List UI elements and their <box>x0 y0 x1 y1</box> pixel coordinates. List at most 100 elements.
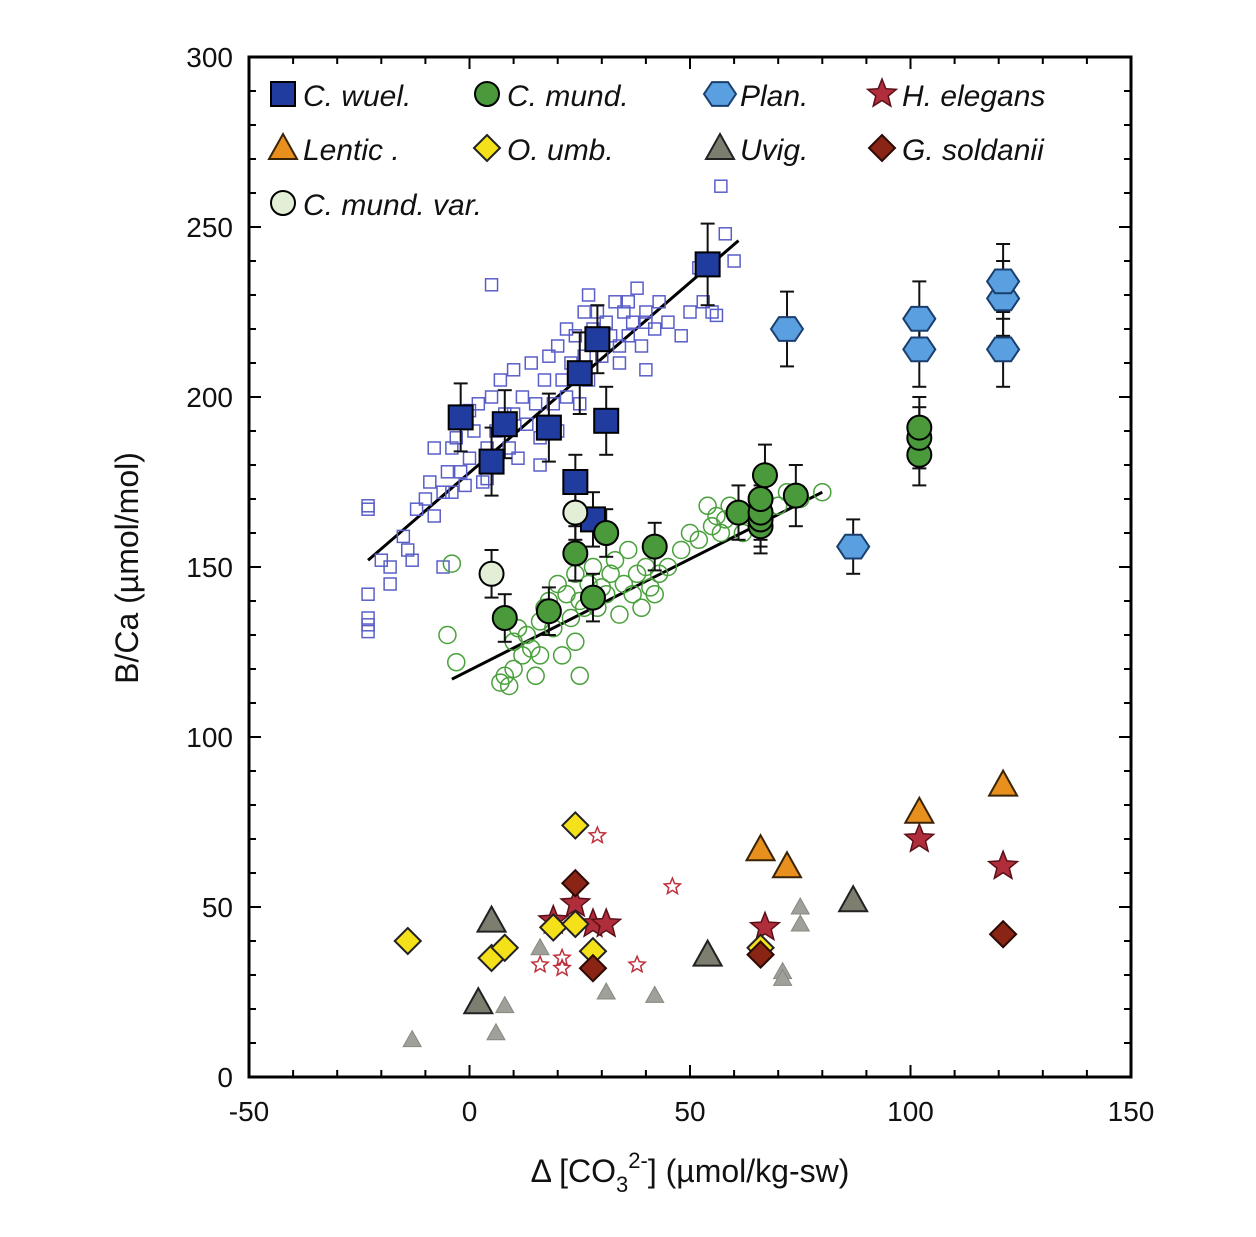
bg-point-open-star-4 <box>627 954 648 974</box>
bg-point-open-square-78 <box>647 322 662 336</box>
point-c-mund-10 <box>747 486 774 512</box>
bg-point-open-square-4 <box>361 618 375 632</box>
bg-point-open-circle-1 <box>442 554 462 573</box>
legend-marker-c-mund <box>474 81 500 107</box>
point-uvig-1 <box>837 884 869 913</box>
point-c-mund-2 <box>562 540 589 567</box>
legend-marker-plan <box>702 81 738 107</box>
point-c-wuel-5 <box>566 360 593 387</box>
bg-point-open-square-44 <box>528 397 543 411</box>
legend-label-c-wuel: C. wuel. <box>303 80 411 113</box>
point-h-elegans-6 <box>986 849 1020 880</box>
bg-point-open-square-76 <box>639 305 653 319</box>
bg-point-open-circle-21 <box>561 608 581 628</box>
bg-point-open-circle-47 <box>689 530 709 550</box>
point-c-wuel-3 <box>535 414 562 441</box>
legend-marker-c-wuel <box>270 81 296 107</box>
bg-point-open-square-15 <box>427 509 441 523</box>
bg-point-open-square-38 <box>506 363 521 377</box>
bg-point-open-circle-37 <box>623 584 642 604</box>
bg-point-open-square-19 <box>440 465 455 479</box>
bg-point-open-circle-7 <box>504 659 523 679</box>
bg-point-open-square-0 <box>361 499 375 513</box>
point-c-mund-var-0 <box>478 560 505 587</box>
x-tick-label--50: -50 <box>229 1096 269 1127</box>
bg-point-open-square-41 <box>515 390 530 404</box>
point-c-mund-5 <box>641 533 668 560</box>
bg-point-open-square-80 <box>661 315 675 329</box>
point-h-elegans-3 <box>589 906 623 938</box>
bg-point-open-circle-5 <box>499 676 519 696</box>
point-g-soldanii-0 <box>560 868 590 898</box>
bg-point-open-circle-10 <box>517 625 537 645</box>
bg-point-small-triangle-2 <box>494 995 515 1014</box>
bg-point-open-square-37 <box>502 441 516 455</box>
point-plan-3 <box>902 305 937 332</box>
legend-label-plan: Plan. <box>740 80 808 113</box>
y-tick-label-200: 200 <box>186 382 233 413</box>
bg-point-open-square-67 <box>608 295 622 309</box>
bg-point-open-square-21 <box>445 485 459 499</box>
point-lentic-1 <box>771 850 803 879</box>
bg-point-open-square-48 <box>542 349 556 363</box>
fit-line-c-wuel <box>367 239 740 562</box>
x-tick-label-0: 0 <box>462 1096 478 1127</box>
bg-point-open-square-73 <box>625 315 640 329</box>
point-c-mund-15 <box>906 414 933 441</box>
point-c-wuel-7 <box>593 407 620 434</box>
bg-point-open-circle-51 <box>711 523 731 543</box>
point-c-mund-0 <box>491 605 518 631</box>
bg-point-open-circle-42 <box>645 584 664 604</box>
point-c-wuel-1 <box>478 448 505 475</box>
x-tick-label-50: 50 <box>674 1096 705 1127</box>
legend-marker-h-elegans <box>865 76 899 108</box>
point-uvig-0 <box>475 904 508 933</box>
bg-point-open-circle-50 <box>707 506 726 526</box>
bg-point-open-circle-23 <box>566 632 585 652</box>
bg-point-open-circle-44 <box>658 557 678 577</box>
bg-point-open-circle-48 <box>698 496 717 516</box>
bg-point-open-square-46 <box>533 458 547 472</box>
legend-marker-lentic <box>267 131 299 160</box>
point-g-soldanii-2 <box>746 940 775 970</box>
bg-point-open-square-5 <box>361 624 375 639</box>
point-lentic-3 <box>987 768 1019 797</box>
y-tick-label-300: 300 <box>186 42 233 73</box>
y-tick-label-0: 0 <box>217 1062 233 1093</box>
y-tick-label-250: 250 <box>186 212 233 243</box>
bg-point-small-triangle-8 <box>790 896 811 915</box>
bg-point-open-square-83 <box>683 305 697 319</box>
legend-label-h-elegans: H. elegans <box>902 80 1045 113</box>
bg-point-open-circle-45 <box>671 540 691 560</box>
bg-point-open-square-53 <box>559 322 574 336</box>
point-lentic-0 <box>744 833 777 862</box>
bg-point-open-square-70 <box>617 305 631 319</box>
bg-point-open-square-50 <box>550 339 565 353</box>
bg-point-open-square-6 <box>374 553 389 567</box>
bg-point-open-circle-19 <box>552 646 572 665</box>
bg-point-open-square-88 <box>714 179 728 193</box>
y-axis-label: B/Ca (µmol/mol) <box>109 452 145 684</box>
point-g-soldanii-1 <box>578 953 608 983</box>
point-o-umb-0 <box>393 926 423 956</box>
bg-point-open-square-72 <box>621 295 636 309</box>
bg-point-open-circle-59 <box>813 482 832 502</box>
legend-label-g-soldanii: G. soldanii <box>902 134 1045 167</box>
bg-point-open-square-58 <box>577 305 591 319</box>
legend-label-c-mund: C. mund. <box>507 80 629 113</box>
legend-label-uvig: Uvig. <box>740 134 808 167</box>
bg-point-small-triangle-4 <box>596 981 617 1000</box>
bg-point-open-star-3 <box>587 825 608 845</box>
bg-point-small-triangle-1 <box>486 1022 506 1041</box>
point-c-mund-4 <box>593 520 620 546</box>
bg-point-open-square-40 <box>511 451 525 465</box>
bg-point-open-square-1 <box>361 502 375 516</box>
bg-point-open-square-7 <box>383 577 397 591</box>
bg-point-open-circle-0 <box>438 625 457 645</box>
y-tick-label-100: 100 <box>186 722 233 753</box>
bg-point-open-circle-12 <box>526 666 545 686</box>
bg-point-open-circle-20 <box>557 584 576 604</box>
point-g-soldanii-3 <box>988 919 1018 949</box>
